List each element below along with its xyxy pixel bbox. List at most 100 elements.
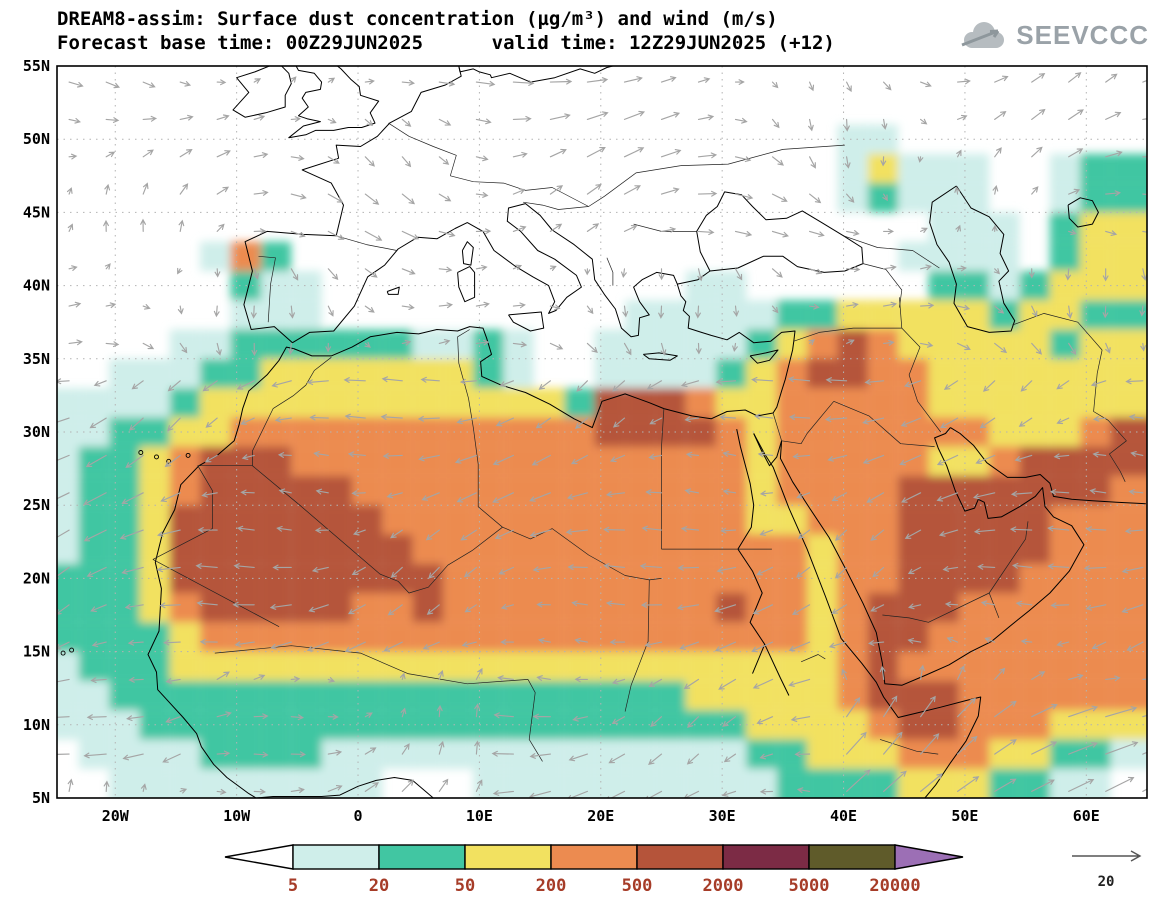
wind-arrow: [846, 696, 861, 718]
country-border: [214, 645, 529, 685]
dust-cell: [1080, 446, 1111, 476]
dust-cell: [443, 505, 474, 535]
wind-arrow: [454, 454, 477, 464]
dust-cell: [1080, 358, 1111, 389]
wind-arrow: [612, 380, 626, 392]
dust-cell: [382, 710, 413, 740]
wind-arrow: [957, 776, 980, 792]
dust-cell: [412, 680, 443, 711]
wind-arrow: [216, 750, 231, 757]
wind-arrow: [142, 304, 151, 310]
coastline: [292, 203, 711, 344]
dust-cell: [503, 680, 534, 711]
wind-arrow: [475, 667, 483, 680]
country-border: [336, 235, 397, 251]
dust-cell: [443, 358, 474, 389]
dust-cell: [1080, 153, 1111, 184]
wind-arrow: [827, 454, 848, 462]
wind-arrow: [105, 151, 116, 158]
dust-cell: [837, 475, 868, 506]
wind-arrow: [234, 641, 255, 648]
wind-arrow: [687, 716, 700, 728]
wind-arrow: [1125, 378, 1144, 385]
wind-arrow: [401, 743, 410, 755]
wind-arrow: [733, 305, 739, 318]
wind-arrow: [512, 115, 532, 122]
wind-arrow: [497, 675, 514, 681]
wind-arrow: [1092, 451, 1107, 458]
wind-arrow: [771, 118, 780, 129]
dust-cell: [958, 358, 990, 389]
wind-arrow: [623, 185, 641, 195]
wind-arrow: [475, 779, 483, 792]
dust-cell: [200, 446, 231, 476]
wind-arrow: [93, 380, 107, 387]
wind-arrow: [290, 155, 305, 161]
wind-arrow: [364, 78, 375, 85]
dust-cell: [78, 446, 110, 476]
wind-arrow: [808, 339, 815, 346]
wind-arrow: [796, 566, 811, 578]
wind-arrow: [142, 115, 158, 122]
wind-arrow: [90, 604, 107, 612]
coastline: [1067, 197, 1099, 228]
dust-cell: [57, 563, 79, 594]
dust-cell: [1049, 768, 1081, 798]
wind-arrow: [904, 529, 922, 539]
dust-cell: [291, 271, 322, 301]
dust-cell: [625, 329, 656, 359]
dust-cell: [898, 153, 929, 184]
wind-arrow: [216, 150, 231, 158]
dust-cell: [1049, 388, 1081, 418]
wind-arrow: [1031, 342, 1043, 355]
dust-cell: [230, 768, 261, 798]
wind-arrow: [907, 566, 922, 575]
dust-cell: [473, 622, 504, 652]
dust-cell: [57, 388, 79, 418]
wind-arrow: [1142, 788, 1147, 792]
wind-arrow: [920, 302, 935, 309]
wind-arrow: [936, 492, 959, 502]
wind-arrow: [1105, 342, 1111, 354]
wind-arrow: [179, 788, 188, 794]
wind-arrow: [944, 601, 959, 608]
dust-cell: [989, 739, 1020, 769]
wind-arrow: [574, 417, 588, 429]
wind-arrow: [983, 380, 996, 392]
wind-arrow: [753, 413, 774, 420]
wind-arrow: [846, 731, 867, 755]
wind-arrow: [438, 740, 445, 755]
wind-arrow: [1056, 380, 1070, 390]
dust-cell: [1019, 651, 1050, 681]
dust-cell: [260, 680, 292, 711]
dust-cell: [564, 680, 595, 711]
dust-cell: [867, 475, 899, 506]
wind-arrow: [899, 454, 922, 466]
wind-arrow: [177, 267, 183, 275]
wind-arrow: [438, 302, 454, 309]
dust-cell: [776, 358, 808, 389]
wind-arrow: [344, 413, 366, 420]
dust-cell: [1019, 739, 1050, 769]
dust-cell: [837, 417, 868, 447]
dust-cell: [655, 622, 686, 652]
wind-arrow: [943, 380, 959, 390]
wind-arrow: [867, 640, 885, 646]
dust-cell: [57, 680, 79, 711]
wind-arrow: [104, 183, 111, 195]
wind-arrow: [623, 342, 632, 356]
wind-arrow: [660, 187, 680, 195]
wind-arrow: [512, 264, 523, 271]
wind-arrow: [645, 489, 663, 496]
wind-arrow: [734, 156, 752, 163]
wind-arrow: [57, 716, 70, 718]
wind-arrow: [86, 714, 107, 721]
wind-arrow: [216, 186, 230, 195]
wind-arrow: [85, 454, 107, 468]
dust-cell: [716, 475, 747, 506]
dust-cell: [352, 388, 383, 418]
dust-cell: [685, 300, 717, 330]
wind-arrow: [1105, 111, 1122, 120]
dust-cell: [685, 475, 717, 506]
wind-arrow: [660, 226, 677, 233]
